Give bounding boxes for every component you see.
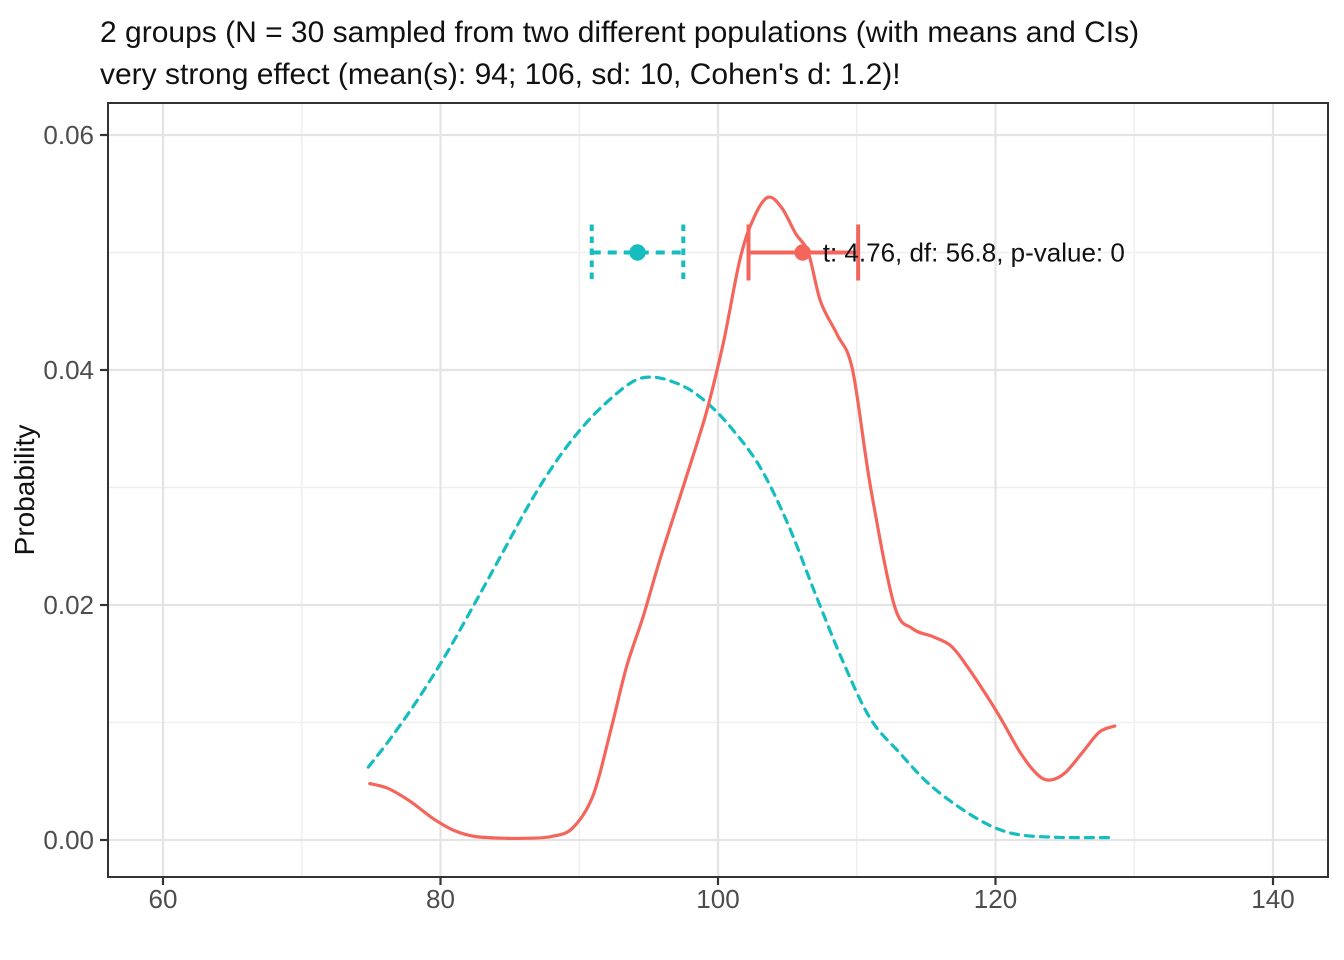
stats-annotation: t: 4.76, df: 56.8, p-value: 0 [823,238,1125,268]
y-axis-tick-label: 0.00 [43,825,94,855]
x-axis-tick-label: 60 [149,884,178,914]
x-axis-tick-label: 140 [1251,884,1294,914]
y-axis-tick-label: 0.02 [43,590,94,620]
y-axis-tick-label: 0.06 [43,120,94,150]
plot-panel: 60 80 100 120 140 0.00 0.02 0.04 0.06 [43,102,1329,914]
chart-title-line-2: very strong effect (mean(s): 94; 106, sd… [100,58,901,91]
x-axis-tick-label: 80 [426,884,455,914]
ci-mean-dot-group-2 [794,244,811,261]
y-axis-tick-label: 0.04 [43,355,94,385]
density-curve-group-1 [366,375,1117,840]
y-axis-title: Probability [9,425,40,556]
ci-mean-dot-group-1 [629,244,646,261]
chart-title-line-1: 2 groups (N = 30 sampled from two differ… [100,16,1139,49]
x-axis-tick-label: 120 [974,884,1017,914]
density-curve-group-2 [368,195,1117,841]
x-axis-tick-label: 100 [696,884,739,914]
